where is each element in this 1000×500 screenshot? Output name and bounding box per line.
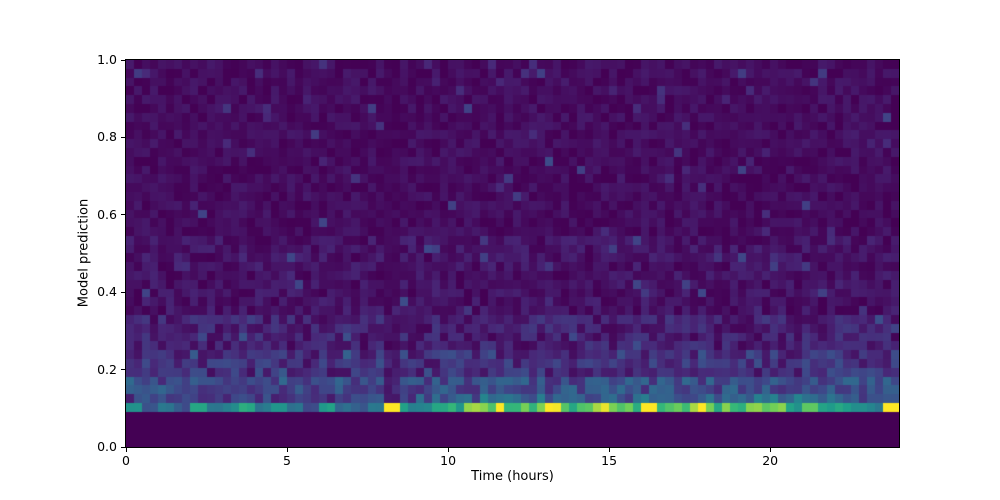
- heatmap-canvas: [126, 60, 899, 447]
- y-tick-label: 0.6: [97, 206, 117, 222]
- x-tick-mark: [125, 448, 127, 452]
- x-tick-mark: [286, 448, 288, 452]
- y-tick-mark: [121, 59, 125, 61]
- y-tick-mark: [121, 136, 125, 138]
- x-tick-mark: [608, 448, 610, 452]
- y-tick-mark: [121, 446, 125, 448]
- x-tick-mark: [447, 448, 449, 452]
- x-tick-label: 15: [601, 453, 618, 468]
- plot-area: [125, 59, 900, 448]
- x-axis-label: Time (hours): [471, 469, 554, 484]
- x-tick-label: 0: [122, 453, 130, 468]
- y-tick-mark: [121, 291, 125, 293]
- y-tick-label: 1.0: [97, 52, 117, 67]
- x-tick-label: 10: [440, 453, 457, 468]
- x-tick-mark: [769, 448, 771, 452]
- y-tick-label: 0.2: [97, 361, 117, 377]
- y-tick-mark: [121, 214, 125, 216]
- y-tick-mark: [121, 369, 125, 371]
- y-tick-label: 0.4: [97, 284, 117, 300]
- x-tick-label: 20: [762, 453, 779, 468]
- y-tick-label: 0.0: [97, 439, 117, 454]
- y-tick-label: 0.8: [97, 129, 117, 145]
- x-tick-label: 5: [283, 453, 291, 468]
